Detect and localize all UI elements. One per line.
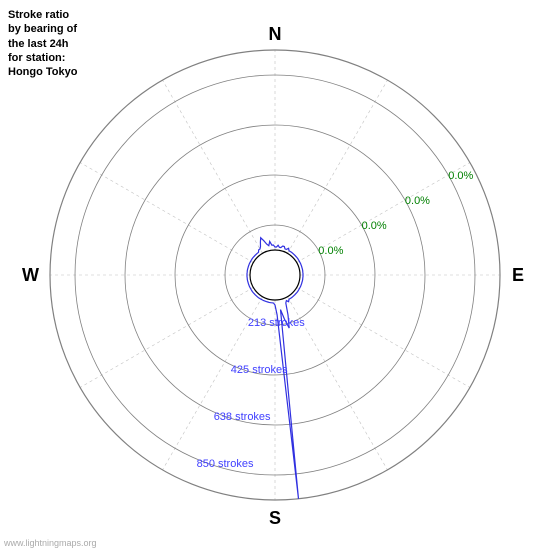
stroke-count-label: 213 strokes: [248, 317, 305, 329]
pct-label: 0.0%: [448, 170, 473, 182]
stroke-count-label: 850 strokes: [197, 458, 254, 470]
polar-chart: 0.0% 0.0% 0.0% 0.0% 213 strokes 425 strokes 63…: [0, 0, 550, 550]
pct-label: 0.0%: [362, 220, 387, 232]
stroke-count-label: 638 strokes: [214, 411, 271, 423]
pct-label: 0.0%: [318, 245, 343, 257]
spoke: [80, 163, 253, 263]
attribution-text: www.lightningmaps.org: [4, 538, 97, 548]
cardinal-n: N: [269, 24, 282, 44]
cardinal-e: E: [512, 265, 524, 285]
center-hole: [250, 250, 300, 300]
cardinal-w: W: [22, 265, 39, 285]
spoke: [163, 80, 263, 253]
stroke-count-label: 425 strokes: [231, 364, 288, 376]
spoke: [80, 288, 253, 388]
spoke: [297, 288, 470, 388]
cardinal-s: S: [269, 508, 281, 528]
chart-title: Stroke ratio by bearing of the last 24h …: [8, 8, 77, 79]
pct-label: 0.0%: [405, 195, 430, 207]
